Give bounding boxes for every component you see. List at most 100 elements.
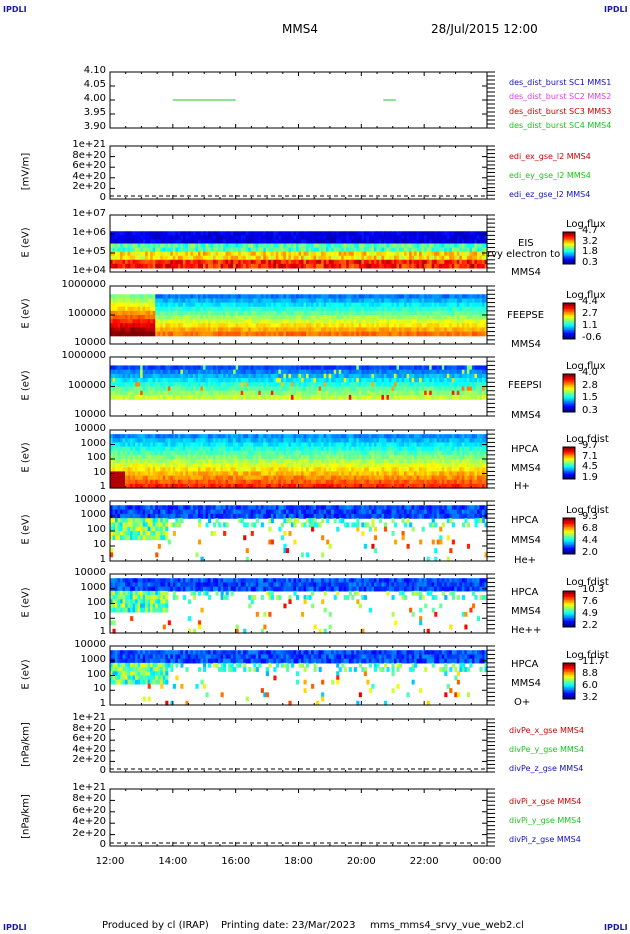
heatmap-cell (137, 463, 141, 468)
heatmap-cell (356, 255, 360, 261)
heatmap-cell (142, 483, 146, 489)
heatmap-cell (479, 239, 483, 245)
heatmap-cell (388, 255, 393, 261)
heatmap-cell (223, 369, 227, 375)
heatmap-cell (172, 394, 176, 400)
heatmap-cell (202, 259, 207, 265)
heatmap-cell (172, 463, 176, 468)
heatmap-cell (132, 331, 136, 337)
heatmap-cell (373, 382, 378, 388)
heatmap-cell (110, 450, 114, 456)
heatmap-cell (476, 255, 481, 261)
heatmap-cell (160, 259, 164, 265)
heatmap-cell (471, 263, 476, 269)
heatmap-cell (381, 231, 385, 236)
heatmap-cell (424, 259, 428, 265)
heatmap-cell (268, 302, 272, 308)
heatmap-cell (411, 327, 415, 333)
heatmap-cell (356, 298, 360, 304)
heatmap-cell (275, 331, 279, 337)
heatmap-cell (142, 298, 146, 304)
heatmap-cell (378, 386, 383, 392)
heatmap-cell (471, 373, 476, 379)
colorbar-step (563, 385, 575, 388)
heatmap-cell (208, 373, 212, 379)
heatmap-cell (278, 231, 282, 236)
heatmap-cell (454, 255, 458, 261)
heatmap-cell (195, 235, 199, 241)
heatmap-cell (404, 315, 408, 320)
heatmap-cell (449, 263, 453, 269)
heatmap-cell (321, 302, 325, 308)
heatmap-cell (476, 294, 481, 300)
heatmap-cell (313, 315, 317, 320)
heatmap-cell (311, 369, 315, 375)
heatmap-cell (318, 327, 322, 333)
heatmap-cell (230, 239, 234, 245)
heatmap-cell (323, 243, 327, 249)
heatmap-cell (368, 323, 372, 329)
heatmap-cell (421, 255, 425, 261)
heatmap-cell (177, 263, 181, 269)
heatmap-cell (235, 331, 239, 337)
heatmap-cell (120, 294, 124, 300)
heatmap-cell (233, 310, 237, 316)
heatmap-cell (331, 378, 335, 383)
heatmap-cell (388, 247, 393, 253)
heatmap-cell (157, 369, 161, 375)
heatmap-cell (192, 327, 197, 333)
heatmap-cell (192, 331, 197, 337)
heatmap-cell (255, 365, 259, 371)
heatmap-cell (318, 373, 322, 379)
heatmap-cell (396, 247, 400, 253)
heatmap-cell (152, 394, 156, 400)
heatmap-cell (233, 294, 237, 300)
heatmap-cell (110, 378, 114, 383)
heatmap-cell (273, 251, 277, 257)
heatmap-cell (388, 239, 393, 245)
heatmap-cell (115, 442, 119, 448)
heatmap-cell (190, 310, 194, 316)
heatmap-cell (285, 255, 290, 261)
heatmap-cell (273, 327, 277, 333)
heatmap-cell (112, 479, 116, 485)
heatmap-cell (132, 247, 136, 253)
heatmap-cell (162, 235, 166, 241)
heatmap-cell (366, 319, 370, 324)
heatmap-cell (117, 235, 121, 241)
heatmap-cell (293, 239, 297, 245)
heatmap-cell (152, 310, 156, 316)
heatmap-cell (177, 255, 181, 261)
heatmap-cell (371, 306, 375, 312)
heatmap-cell (290, 319, 295, 324)
colorbar-step (563, 407, 575, 410)
heatmap-cell (459, 390, 463, 396)
heatmap-cell (471, 369, 476, 375)
heatmap-cell (321, 394, 325, 400)
heatmap-cell (190, 446, 194, 452)
y-tick-label: 4.05 (83, 79, 106, 90)
heatmap-cell (419, 365, 423, 371)
heatmap-cell (371, 298, 375, 304)
heatmap-cell (132, 294, 136, 300)
heatmap-cell (150, 378, 154, 383)
heatmap-cell (157, 231, 161, 236)
heatmap-cell (243, 365, 247, 371)
heatmap-cell (182, 459, 186, 464)
heatmap-cell (464, 235, 468, 241)
heatmap-cell (316, 259, 320, 265)
heatmap-cell (456, 394, 460, 400)
heatmap-cell (150, 319, 154, 324)
heatmap-cell (333, 369, 337, 375)
heatmap-cell (215, 315, 219, 320)
heatmap-cell (333, 259, 337, 265)
heatmap-cell (396, 378, 400, 383)
heatmap-cell (253, 369, 257, 375)
heatmap-cell (411, 247, 415, 253)
heatmap-cell (316, 243, 320, 249)
heatmap-cell (145, 454, 149, 460)
heatmap-cell (135, 442, 139, 448)
heatmap-cell (192, 390, 197, 396)
heatmap-cell (419, 259, 423, 265)
heatmap-cell (127, 483, 131, 489)
